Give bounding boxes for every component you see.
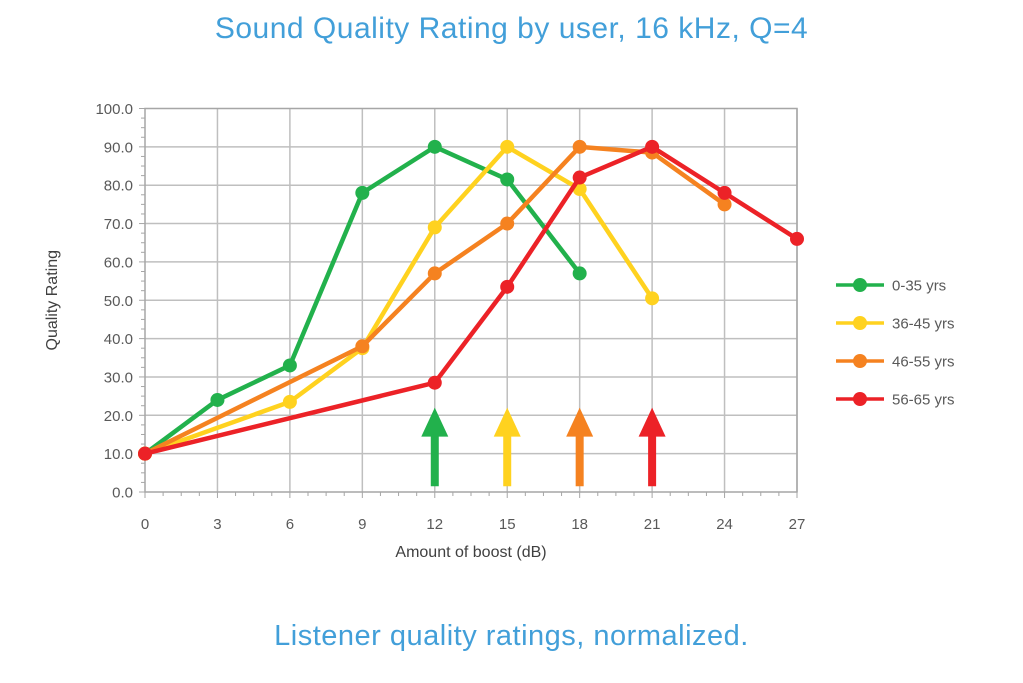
svg-text:80.0: 80.0: [104, 178, 133, 195]
x-tick-labels: 0 3 6 9 12 15 18 21 24 27: [141, 516, 806, 533]
legend: 0-35 yrs 36-45 yrs 46-55 yrs 56-65 yrs: [836, 278, 955, 409]
legend-item-56-65-yrs: 56-65 yrs: [836, 392, 955, 409]
data-point-marker: [572, 170, 587, 185]
data-point-marker: [282, 358, 297, 373]
data-point-marker: [355, 185, 370, 200]
data-point-marker: [355, 339, 370, 354]
chart-caption: Listener quality ratings, normalized.: [274, 620, 749, 652]
y-tick-labels: 0.0 10.0 20.0 30.0 40.0 50.0 60.0 70.0 80.0 90.0 1…: [95, 101, 133, 502]
data-point-marker: [645, 291, 660, 306]
svg-text:20.0: 20.0: [104, 408, 133, 425]
data-point-marker: [138, 446, 152, 461]
boost-arrow-21dB: [638, 407, 666, 487]
y-axis-title: Quality Rating: [44, 250, 61, 351]
data-point-marker: [717, 185, 732, 200]
data-point-marker: [500, 279, 515, 294]
data-point-marker: [427, 375, 442, 390]
svg-text:9: 9: [358, 516, 366, 533]
legend-swatch-marker: [853, 354, 867, 368]
svg-text:90.0: 90.0: [104, 139, 133, 156]
chart-title: Sound Quality Rating by user, 16 kHz, Q=…: [214, 12, 809, 45]
svg-text:6: 6: [286, 516, 294, 533]
data-point-marker: [500, 172, 515, 187]
data-point-marker: [282, 394, 297, 409]
svg-text:10.0: 10.0: [104, 446, 133, 463]
data-point-marker: [427, 266, 442, 281]
data-point-marker: [790, 231, 804, 246]
data-point-marker: [427, 220, 442, 235]
legend-swatch-marker: [853, 278, 867, 292]
svg-text:18: 18: [571, 516, 588, 533]
svg-text:60.0: 60.0: [104, 254, 133, 271]
boost-arrow-15dB: [493, 407, 521, 487]
data-point-marker: [427, 139, 442, 154]
svg-text:3: 3: [213, 516, 221, 533]
svg-text:30.0: 30.0: [104, 369, 133, 386]
legend-item-0-35-yrs: 0-35 yrs: [836, 278, 946, 295]
svg-text:0.0: 0.0: [112, 485, 133, 502]
legend-label: 56-65 yrs: [892, 392, 955, 409]
gridlines: [145, 108, 798, 492]
svg-text:24: 24: [716, 516, 733, 533]
data-point-marker: [645, 139, 660, 154]
svg-text:15: 15: [499, 516, 516, 533]
data-point-marker: [210, 392, 225, 407]
data-point-marker: [500, 139, 515, 154]
legend-label: 46-55 yrs: [892, 354, 955, 371]
legend-label: 36-45 yrs: [892, 316, 955, 333]
legend-label: 0-35 yrs: [892, 278, 946, 295]
svg-text:50.0: 50.0: [104, 293, 133, 310]
legend-item-46-55-yrs: 46-55 yrs: [836, 354, 955, 371]
data-point-marker: [717, 197, 732, 212]
svg-text:21: 21: [644, 516, 661, 533]
svg-text:27: 27: [789, 516, 806, 533]
svg-text:70.0: 70.0: [104, 216, 133, 233]
legend-swatch-marker: [853, 316, 867, 330]
series-36-45-yrs: [138, 139, 660, 461]
svg-text:40.0: 40.0: [104, 331, 133, 348]
svg-text:12: 12: [426, 516, 443, 533]
legend-swatch-marker: [853, 392, 867, 406]
svg-text:0: 0: [141, 516, 149, 533]
data-point-marker: [572, 139, 587, 154]
boost-arrow-18dB: [566, 407, 594, 487]
data-point-marker: [500, 216, 515, 231]
data-point-marker: [572, 266, 587, 281]
svg-text:100.0: 100.0: [95, 101, 133, 118]
legend-item-36-45-yrs: 36-45 yrs: [836, 316, 955, 333]
series-56-65-yrs: [138, 139, 804, 461]
boost-arrow-12dB: [421, 407, 449, 487]
x-axis-title: Amount of boost (dB): [395, 544, 546, 561]
axis-ticks: [139, 108, 798, 498]
